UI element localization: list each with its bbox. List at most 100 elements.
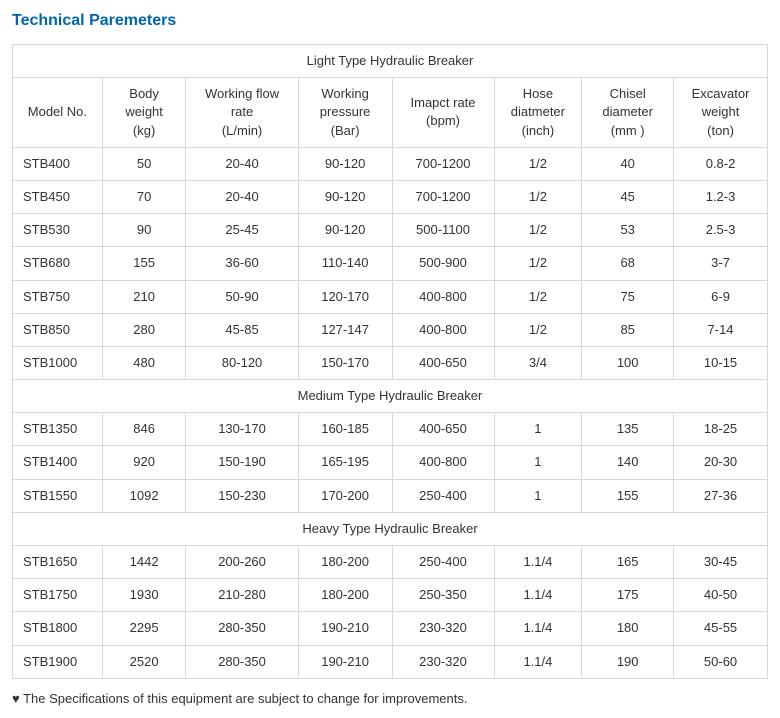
table-cell: 1930 [102, 579, 186, 612]
table-cell: 210-280 [186, 579, 298, 612]
table-cell: 700-1200 [392, 147, 494, 180]
table-cell: 85 [582, 313, 674, 346]
table-cell: 500-1100 [392, 214, 494, 247]
table-cell: 280-350 [186, 645, 298, 678]
table-cell: 27-36 [674, 479, 768, 512]
table-cell: 50-90 [186, 280, 298, 313]
table-row: STB15501092150-230170-200250-400115527-3… [13, 479, 768, 512]
table-cell: 90 [102, 214, 186, 247]
table-cell: 400-650 [392, 413, 494, 446]
table-cell: 150-190 [186, 446, 298, 479]
table-cell: 68 [582, 247, 674, 280]
column-header: Working flowrate(L/min) [186, 78, 298, 148]
table-cell: 53 [582, 214, 674, 247]
table-row: STB4507020-4090-120700-12001/2451.2-3 [13, 180, 768, 213]
table-cell: 135 [582, 413, 674, 446]
table-cell: 1.1/4 [494, 546, 582, 579]
table-cell: 10-15 [674, 346, 768, 379]
table-cell: 50-60 [674, 645, 768, 678]
table-row: STB100048080-120150-170400-6503/410010-1… [13, 346, 768, 379]
table-row: STB5309025-4590-120500-11001/2532.5-3 [13, 214, 768, 247]
table-cell: 1 [494, 413, 582, 446]
table-row: STB16501442200-260180-200250-4001.1/4165… [13, 546, 768, 579]
table-cell: 1092 [102, 479, 186, 512]
table-cell: 25-45 [186, 214, 298, 247]
table-cell: STB750 [13, 280, 103, 313]
table-cell: 400-800 [392, 446, 494, 479]
table-cell: 1.1/4 [494, 579, 582, 612]
table-cell: STB400 [13, 147, 103, 180]
table-cell: 165-195 [298, 446, 392, 479]
table-cell: 1/2 [494, 147, 582, 180]
table-cell: 1442 [102, 546, 186, 579]
table-cell: 175 [582, 579, 674, 612]
table-cell: 20-40 [186, 180, 298, 213]
table-cell: STB1900 [13, 645, 103, 678]
table-cell: 1/2 [494, 180, 582, 213]
table-cell: 180-200 [298, 579, 392, 612]
table-cell: 40 [582, 147, 674, 180]
table-cell: 155 [102, 247, 186, 280]
table-cell: 3-7 [674, 247, 768, 280]
table-cell: 110-140 [298, 247, 392, 280]
table-cell: 2520 [102, 645, 186, 678]
table-cell: STB1750 [13, 579, 103, 612]
column-header: Workingpressure(Bar) [298, 78, 392, 148]
column-header: Excavatorweight(ton) [674, 78, 768, 148]
table-row: STB1400920150-190165-195400-800114020-30 [13, 446, 768, 479]
table-row: STB4005020-4090-120700-12001/2400.8-2 [13, 147, 768, 180]
table-cell: 190 [582, 645, 674, 678]
table-cell: 130-170 [186, 413, 298, 446]
table-row: STB68015536-60110-140500-9001/2683-7 [13, 247, 768, 280]
table-cell: STB1650 [13, 546, 103, 579]
table-cell: STB1400 [13, 446, 103, 479]
table-cell: 45-85 [186, 313, 298, 346]
table-cell: STB1000 [13, 346, 103, 379]
table-cell: 100 [582, 346, 674, 379]
column-header: Imapct rate(bpm) [392, 78, 494, 148]
table-cell: 2.5-3 [674, 214, 768, 247]
section-heading: Light Type Hydraulic Breaker [13, 45, 768, 78]
table-cell: 90-120 [298, 147, 392, 180]
table-cell: 1/2 [494, 214, 582, 247]
table-row: STB85028045-85127-147400-8001/2857-14 [13, 313, 768, 346]
column-header: Model No. [13, 78, 103, 148]
table-cell: 250-400 [392, 546, 494, 579]
table-cell: 500-900 [392, 247, 494, 280]
table-cell: 250-350 [392, 579, 494, 612]
table-cell: 180-200 [298, 546, 392, 579]
column-header: Hosediatmeter(inch) [494, 78, 582, 148]
column-header: Chiseldiameter(mm ) [582, 78, 674, 148]
table-row: STB19002520280-350190-210230-3201.1/4190… [13, 645, 768, 678]
table-cell: 30-45 [674, 546, 768, 579]
table-cell: 1/2 [494, 247, 582, 280]
table-cell: 36-60 [186, 247, 298, 280]
table-cell: 45 [582, 180, 674, 213]
table-cell: STB1550 [13, 479, 103, 512]
table-cell: 40-50 [674, 579, 768, 612]
table-row: STB17501930210-280180-200250-3501.1/4175… [13, 579, 768, 612]
table-row: STB1350846130-170160-185400-650113518-25 [13, 413, 768, 446]
table-cell: 90-120 [298, 180, 392, 213]
table-cell: 480 [102, 346, 186, 379]
table-cell: 20-30 [674, 446, 768, 479]
table-cell: 920 [102, 446, 186, 479]
section-heading: Medium Type Hydraulic Breaker [13, 380, 768, 413]
table-cell: 3/4 [494, 346, 582, 379]
page-title: Technical Paremeters [12, 12, 768, 30]
table-cell: 846 [102, 413, 186, 446]
table-cell: STB850 [13, 313, 103, 346]
spec-table: Light Type Hydraulic BreakerModel No.Bod… [12, 44, 768, 679]
table-cell: 1 [494, 446, 582, 479]
section-heading: Heavy Type Hydraulic Breaker [13, 512, 768, 545]
table-cell: 250-400 [392, 479, 494, 512]
table-cell: 75 [582, 280, 674, 313]
table-cell: 155 [582, 479, 674, 512]
table-cell: 80-120 [186, 346, 298, 379]
table-cell: 150-230 [186, 479, 298, 512]
table-cell: STB680 [13, 247, 103, 280]
table-cell: 120-170 [298, 280, 392, 313]
table-cell: 190-210 [298, 645, 392, 678]
table-cell: 400-650 [392, 346, 494, 379]
table-cell: 18-25 [674, 413, 768, 446]
